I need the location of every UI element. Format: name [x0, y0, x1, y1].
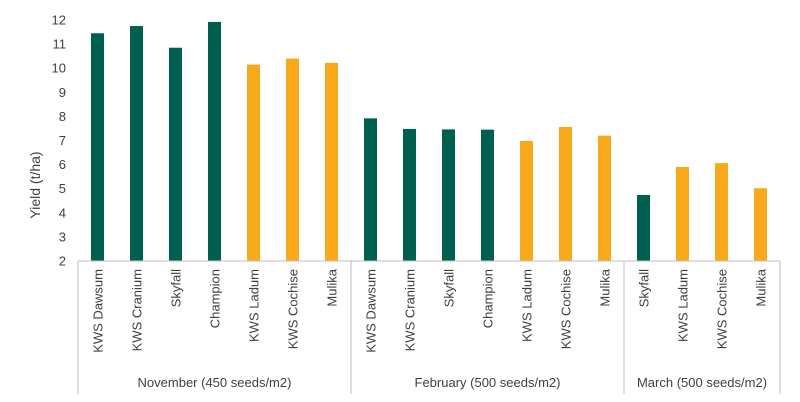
bar-kws-cranium — [403, 128, 416, 261]
axis-lines — [77, 260, 781, 394]
y-tick-label: 2 — [59, 254, 66, 269]
bar-kws-ladum — [676, 167, 689, 261]
category-label: KWS Cochise — [559, 269, 574, 349]
category-label: Skyfall — [169, 269, 184, 307]
bar-kws-cochise — [559, 127, 572, 261]
category-label: KWS Cochise — [715, 269, 730, 349]
category-label: KWS Cochise — [286, 269, 301, 349]
bar-kws-cochise — [286, 58, 299, 262]
bar-skyfall — [637, 194, 650, 261]
y-tick-label: 11 — [53, 37, 67, 52]
y-tick-label: 12 — [52, 13, 66, 28]
category-label: KWS Cranium — [403, 269, 418, 351]
category-label: KWS Dawsum — [364, 269, 379, 353]
y-axis-label: Yield (t/ha) — [27, 151, 43, 218]
y-tick-label: 9 — [59, 85, 66, 100]
bar-kws-dawsum — [364, 118, 377, 261]
bar-kws-ladum — [247, 64, 260, 262]
bar-mulika — [598, 135, 611, 261]
group-label: November (450 seeds/m2) — [138, 375, 292, 390]
y-tick-label: 10 — [52, 61, 66, 76]
y-tick-label: 5 — [59, 181, 66, 196]
category-labels: KWS Dawsum KWS Cranium Skyfall Champion KWS … — [91, 268, 769, 353]
y-tick-label: 7 — [59, 133, 66, 148]
category-label: KWS Dawsum — [91, 269, 106, 353]
category-label: Champion — [481, 269, 496, 328]
category-label: Mulika — [325, 268, 340, 306]
bar-kws-ladum — [520, 140, 533, 261]
y-axis-ticks: 2 3 4 5 6 7 8 9 10 11 12 — [52, 13, 66, 269]
group-labels: November (450 seeds/m2) February (500 see… — [138, 375, 767, 390]
category-label: Champion — [208, 269, 223, 328]
category-label: Mulika — [754, 268, 769, 306]
bar-skyfall — [442, 129, 455, 261]
group-label: March (500 seeds/m2) — [637, 375, 767, 390]
category-label: Mulika — [598, 268, 613, 306]
y-tick-label: 6 — [59, 157, 66, 172]
bar-champion — [481, 129, 494, 261]
y-tick-label: 8 — [59, 109, 66, 124]
bar-kws-cranium — [130, 26, 143, 262]
group-label: February (500 seeds/m2) — [415, 375, 561, 390]
bar-champion — [208, 21, 221, 262]
category-label: KWS Ladum — [520, 269, 535, 342]
bar-skyfall — [169, 47, 182, 262]
category-label: KWS Ladum — [247, 269, 262, 342]
category-label: KWS Cranium — [130, 269, 145, 351]
bars — [91, 21, 767, 262]
bar-mulika — [754, 188, 767, 261]
y-tick-label: 4 — [59, 205, 66, 220]
bar-mulika — [325, 62, 338, 262]
category-label: Skyfall — [637, 269, 652, 307]
y-tick-label: 3 — [59, 229, 66, 244]
bar-kws-cochise — [715, 163, 728, 261]
category-label: KWS Ladum — [676, 269, 691, 342]
category-label: Skyfall — [442, 269, 457, 307]
bar-kws-dawsum — [91, 33, 104, 261]
